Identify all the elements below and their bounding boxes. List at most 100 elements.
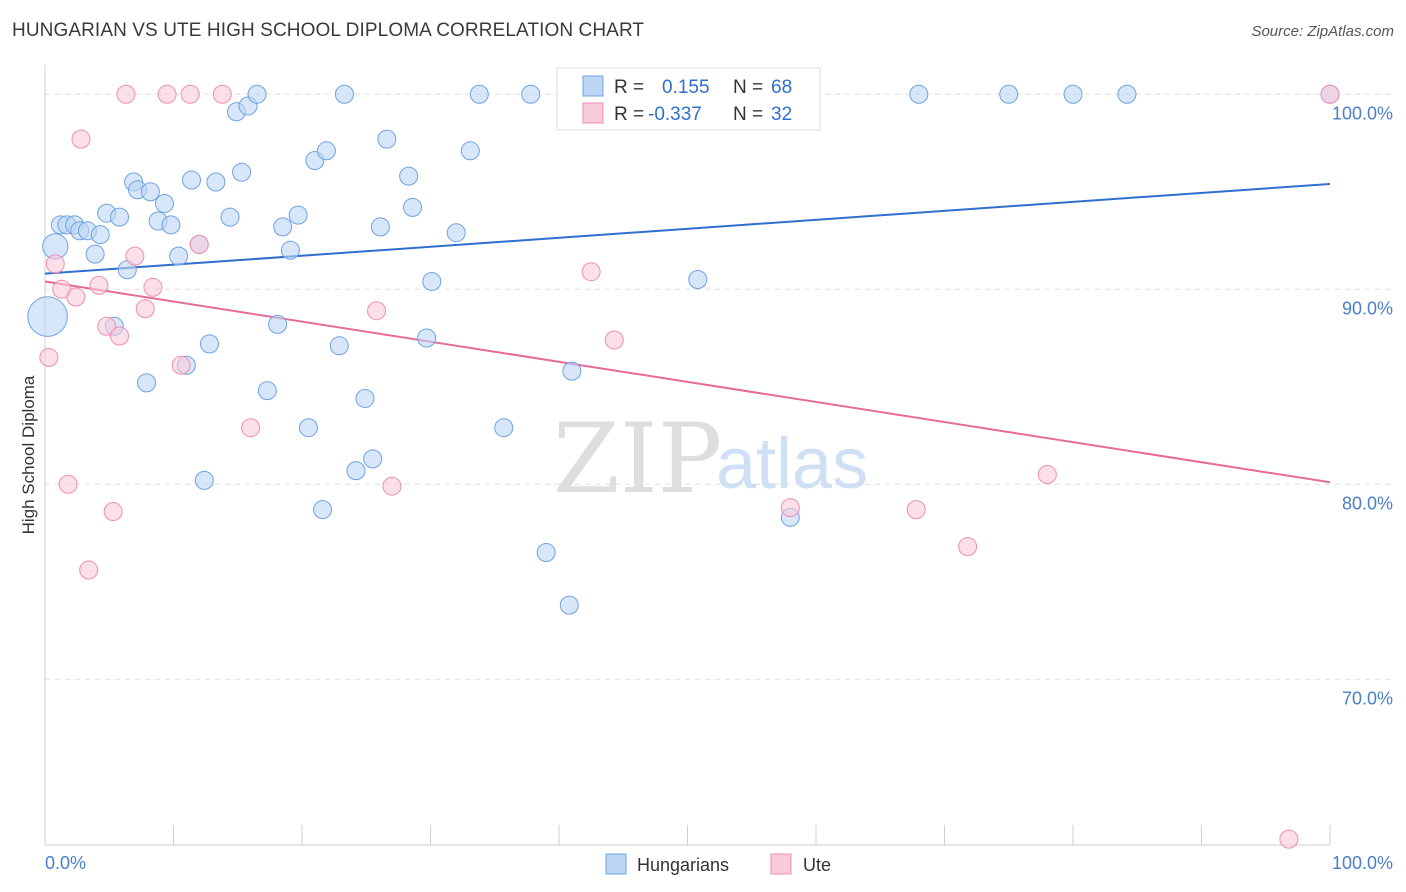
- point-ute-19: [212, 84, 232, 104]
- point-ute-9: [103, 502, 123, 522]
- data-points: [27, 84, 1340, 849]
- y-axis-label: High School Diploma: [19, 375, 38, 534]
- source-credit: Source: ZipAtlas.com: [1251, 23, 1394, 40]
- point-ute-11: [116, 84, 136, 104]
- point-hungarians-65: [1063, 84, 1083, 104]
- point-ute-15: [157, 84, 177, 104]
- x-tick-label-min: 0.0%: [45, 853, 86, 873]
- point-ute-17: [180, 84, 200, 104]
- point-hungarians-16: [140, 182, 160, 202]
- trend-lines: [44, 182, 1331, 484]
- point-ute-27: [906, 500, 926, 520]
- point-hungarians-63: [909, 84, 929, 104]
- point-hungarians-54: [469, 84, 489, 104]
- point-ute-13: [135, 299, 155, 319]
- point-hungarians-56: [521, 84, 541, 104]
- point-ute-12: [125, 246, 145, 266]
- point-ute-23: [581, 262, 601, 282]
- point-ute-18: [189, 234, 209, 254]
- point-ute-31: [1320, 84, 1340, 104]
- point-hungarians-31: [247, 84, 267, 104]
- stats-r-label-ute: R =: [614, 104, 644, 125]
- point-hungarians-55: [494, 418, 514, 438]
- point-hungarians-20: [169, 246, 189, 266]
- point-hungarians-45: [363, 449, 383, 469]
- trend-line-ute: [44, 280, 1331, 484]
- point-hungarians-47: [377, 129, 397, 149]
- point-ute-6: [79, 560, 99, 580]
- point-hungarians-29: [232, 162, 252, 182]
- x-tick-labels: 0.0% 100.0%: [45, 853, 1393, 873]
- point-hungarians-64: [999, 84, 1019, 104]
- point-hungarians-48: [399, 166, 419, 186]
- y-tick-label-2: 80.0%: [1342, 493, 1393, 513]
- axes: [44, 65, 1331, 846]
- point-hungarians-52: [446, 223, 466, 243]
- point-ute-16: [171, 355, 191, 375]
- stats-n-value-ute: 32: [771, 104, 792, 125]
- point-ute-30: [1279, 829, 1299, 849]
- stats-n-label-ute: N =: [733, 104, 763, 125]
- point-hungarians-43: [346, 461, 366, 481]
- point-ute-10: [110, 326, 130, 346]
- legend-swatch-ute: [770, 853, 792, 875]
- watermark-zip: ZIP: [553, 403, 722, 515]
- stats-swatch-hungarians: [582, 75, 604, 97]
- point-hungarians-15: [137, 373, 157, 393]
- point-hungarians-18: [155, 193, 175, 213]
- legend-label-hungarians: Hungarians: [637, 855, 729, 875]
- point-ute-4: [66, 287, 86, 307]
- point-hungarians-46: [370, 217, 390, 237]
- series-legend: Hungarians Ute: [605, 853, 831, 875]
- point-hungarians-33: [268, 314, 288, 334]
- stats-n-value-hungarians: 68: [771, 77, 792, 98]
- point-hungarians-22: [181, 170, 201, 190]
- point-hungarians-50: [417, 328, 437, 348]
- y-tick-label-3: 70.0%: [1342, 688, 1393, 708]
- point-hungarians-36: [288, 205, 308, 225]
- point-hungarians-58: [559, 595, 579, 615]
- point-ute-28: [958, 537, 978, 557]
- point-ute-0: [39, 348, 59, 367]
- y-tick-label-1: 90.0%: [1342, 298, 1393, 318]
- point-hungarians-60: [688, 270, 708, 289]
- point-hungarians-27: [220, 207, 240, 227]
- y-tick-labels: 100.0% 90.0% 80.0% 70.0%: [1332, 103, 1393, 708]
- stats-legend: R = 0.155 N = 68 R = -0.337 N = 32: [556, 67, 821, 131]
- stats-r-label-hungarians: R =: [614, 77, 644, 98]
- point-ute-5: [71, 129, 91, 149]
- trend-line-hungarians: [44, 182, 1331, 275]
- point-ute-20: [241, 418, 261, 438]
- point-hungarians-59: [562, 361, 582, 381]
- point-ute-21: [367, 301, 387, 321]
- point-hungarians-7: [85, 244, 105, 264]
- point-hungarians-34: [273, 217, 293, 237]
- point-hungarians-39: [313, 500, 333, 520]
- point-hungarians-32: [257, 381, 277, 401]
- chart-title: HUNGARIAN VS UTE HIGH SCHOOL DIPLOMA COR…: [12, 20, 645, 41]
- y-tick-label-0: 100.0%: [1332, 103, 1393, 123]
- point-ute-8: [97, 316, 117, 336]
- point-hungarians-51: [422, 271, 442, 291]
- point-hungarians-37: [298, 418, 318, 438]
- point-hungarians-40: [316, 141, 336, 161]
- point-ute-7: [89, 275, 109, 295]
- point-hungarians-26: [206, 172, 226, 192]
- stats-swatch-ute: [582, 102, 604, 124]
- point-hungarians-41: [329, 336, 349, 356]
- watermark-atlas: atlas: [716, 424, 868, 504]
- legend-label-ute: Ute: [803, 855, 831, 875]
- stats-r-value-hungarians: 0.155: [662, 77, 710, 98]
- point-hungarians-66: [1117, 84, 1137, 104]
- point-hungarians-42: [334, 84, 354, 104]
- point-ute-22: [382, 476, 402, 496]
- point-hungarians-57: [536, 543, 556, 562]
- point-hungarians-8: [90, 225, 110, 245]
- point-hungarians-11: [110, 207, 130, 227]
- point-ute-14: [143, 277, 163, 297]
- watermark: ZIP atlas: [553, 403, 868, 515]
- point-hungarians-24: [194, 470, 214, 490]
- point-hungarians-25: [199, 334, 219, 354]
- legend-swatch-hungarians: [605, 853, 627, 875]
